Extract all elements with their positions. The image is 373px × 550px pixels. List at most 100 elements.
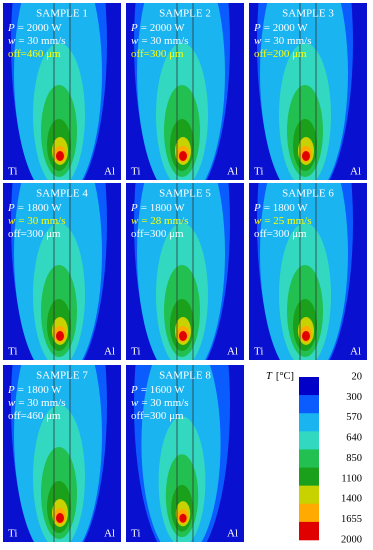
side-label: Ti	[254, 166, 263, 178]
param-value: = 28 mm/s	[141, 215, 188, 227]
param-value: off=460 μm	[8, 48, 61, 60]
symbol: P	[130, 22, 138, 34]
side-label: Al	[227, 528, 238, 540]
plume	[56, 151, 64, 161]
plume	[302, 151, 310, 161]
field	[126, 365, 244, 542]
param-value: = 1800 W	[264, 202, 309, 214]
panel-title: SAMPLE 2	[159, 8, 211, 20]
param-value: = 30 mm/s	[141, 35, 188, 47]
param: P = 1800 W	[7, 384, 62, 396]
param-value: off=200 μm	[254, 48, 307, 60]
colorbar-label: 1400	[341, 494, 362, 505]
param-value: = 1800 W	[18, 202, 63, 214]
symbol: w	[8, 215, 16, 227]
symbol: w	[131, 215, 139, 227]
param-value: = 30 mm/s	[18, 35, 65, 47]
side-label: Al	[104, 166, 115, 178]
field	[249, 183, 367, 360]
side-label: Al	[227, 166, 238, 178]
param: off=300 μm	[131, 48, 184, 60]
param: off=460 μm	[8, 48, 61, 60]
param: w = 30 mm/s	[254, 35, 312, 47]
field	[126, 3, 244, 180]
param-value: = 30 mm/s	[18, 215, 65, 227]
param-value: off=300 μm	[131, 48, 184, 60]
colorbar-label: 1655	[341, 514, 362, 525]
panel-title: SAMPLE 5	[159, 188, 211, 200]
param-value: off=300 μm	[8, 228, 61, 240]
field	[3, 183, 121, 360]
param-value: = 2000 W	[18, 22, 63, 34]
plume	[56, 513, 64, 523]
symbol: w	[131, 35, 139, 47]
param: off=300 μm	[131, 410, 184, 422]
colorbar-label: 2000	[341, 534, 362, 545]
side-label: Al	[350, 346, 361, 358]
param: w = 30 mm/s	[131, 397, 189, 409]
colorbar-segment	[299, 431, 319, 450]
symbol: w	[254, 215, 262, 227]
param: w = 30 mm/s	[8, 35, 66, 47]
symbol: P	[253, 22, 261, 34]
param: off=300 μm	[131, 228, 184, 240]
param-value: = 30 mm/s	[141, 397, 188, 409]
param: P = 2000 W	[253, 22, 308, 34]
symbol: P	[253, 202, 261, 214]
param: w = 30 mm/s	[131, 35, 189, 47]
side-label: Al	[350, 166, 361, 178]
colorbar-segment	[299, 467, 319, 486]
colorbar-segment	[299, 449, 319, 468]
param: off=300 μm	[254, 228, 307, 240]
symbol: w	[131, 397, 139, 409]
param: P = 2000 W	[7, 22, 62, 34]
param-value: = 1600 W	[141, 384, 186, 396]
colorbar-label: 20	[352, 371, 363, 382]
side-label: Ti	[131, 528, 140, 540]
param: w = 28 mm/s	[131, 215, 189, 227]
side-label: Ti	[8, 346, 17, 358]
field	[3, 365, 121, 542]
symbol: P	[130, 384, 138, 396]
param-value: off=460 μm	[8, 410, 61, 422]
param-value: = 30 mm/s	[18, 397, 65, 409]
colorbar-label: 1100	[341, 473, 362, 484]
field	[249, 3, 367, 180]
param: off=200 μm	[254, 48, 307, 60]
param-value: = 2000 W	[141, 22, 186, 34]
plume	[56, 331, 64, 341]
colorbar-label: 850	[346, 453, 362, 464]
colorbar-label: 640	[346, 433, 362, 444]
panel-title: SAMPLE 7	[36, 370, 88, 382]
panel-title: SAMPLE 4	[36, 188, 88, 200]
side-label: Ti	[131, 166, 140, 178]
colorbar-segment	[299, 521, 319, 541]
param: P = 2000 W	[130, 22, 185, 34]
param-value: = 1800 W	[141, 202, 186, 214]
panel-title: SAMPLE 3	[282, 8, 334, 20]
param: P = 1800 W	[7, 202, 62, 214]
side-label: Al	[104, 346, 115, 358]
symbol: w	[254, 35, 262, 47]
side-label: Ti	[254, 346, 263, 358]
param-value: = 2000 W	[264, 22, 309, 34]
unit: [°C]	[276, 371, 294, 382]
legend-title: T [°C]	[266, 371, 294, 382]
symbol: w	[8, 397, 16, 409]
plume	[302, 331, 310, 341]
panel-title: SAMPLE 8	[159, 370, 211, 382]
param-value: = 1800 W	[18, 384, 63, 396]
param: off=460 μm	[8, 410, 61, 422]
param-value: = 30 mm/s	[264, 35, 311, 47]
plume	[179, 331, 187, 341]
param: off=300 μm	[8, 228, 61, 240]
side-label: Ti	[8, 166, 17, 178]
colorbar-segment	[299, 485, 319, 505]
panel-title: SAMPLE 6	[282, 188, 334, 200]
